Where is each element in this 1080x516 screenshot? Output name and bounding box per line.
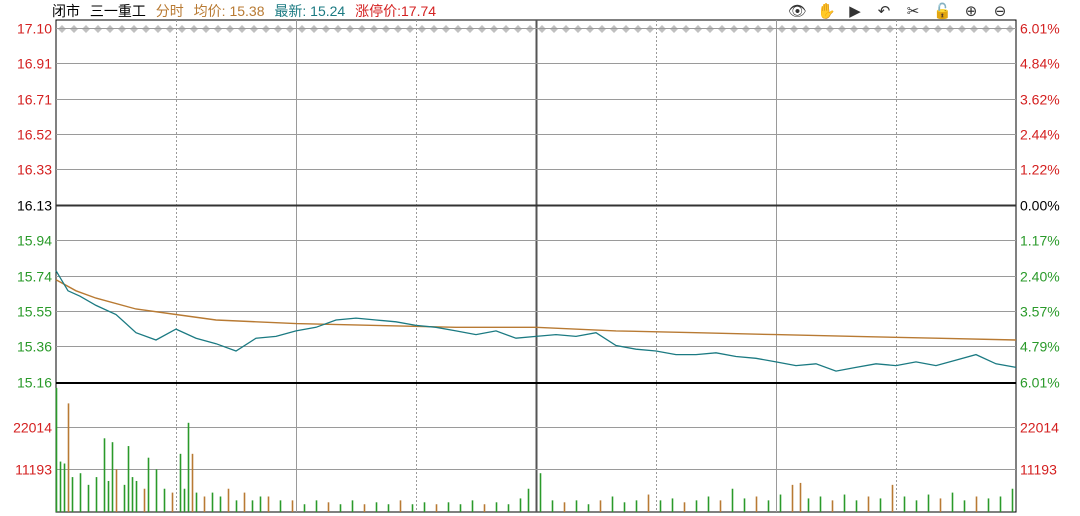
percent-tick-label: 6.01% [1020, 375, 1060, 391]
percent-tick-label: 1.17% [1020, 233, 1060, 249]
limit-up-label: 涨停价:17.74 [355, 3, 437, 19]
chart-grid [55, 19, 1017, 513]
stock-name: 三一重工 [89, 3, 146, 19]
price-tick-label: 16.33 [17, 162, 52, 178]
price-tick-label: 16.52 [17, 127, 52, 143]
volume-tick-label: 22014 [13, 420, 52, 436]
price-tick-label: 17.10 [17, 21, 52, 37]
price-tick-label: 15.16 [17, 375, 52, 391]
price-tick-label: 15.36 [17, 339, 52, 355]
play-icon[interactable]: ▶ [849, 3, 861, 20]
price-tick-label: 15.94 [17, 233, 52, 249]
volume-bars [55, 387, 1014, 512]
price-tick-label: 15.55 [17, 304, 52, 320]
price-tick-label: 15.74 [17, 269, 52, 285]
price-axis-left: 17.10 16.91 16.71 16.52 16.33 16.13 15.94 15.74… [13, 21, 52, 478]
percent-tick-label: 6.01% [1020, 21, 1060, 37]
market-status: 闭市 [52, 3, 80, 19]
percent-axis-right: 6.01% 4.84% 3.62% 2.44% 1.22% 0.00% 1.17% 2.40%… [1020, 21, 1060, 478]
price-tick-label: 16.13 [17, 198, 52, 214]
percent-tick-label: 2.40% [1020, 269, 1060, 285]
latest-price-label: 最新: 15.24 [274, 3, 346, 19]
average-price-line [55, 279, 1017, 341]
percent-tick-label: 1.22% [1020, 162, 1060, 178]
percent-tick-label: 2.44% [1020, 127, 1060, 143]
hand-icon[interactable]: ✋ [817, 3, 836, 20]
chart-mode[interactable]: 分时 [155, 3, 184, 19]
volume-tick-label: 11193 [1020, 462, 1057, 478]
percent-tick-label: 4.84% [1020, 56, 1060, 72]
price-tick-label: 16.71 [17, 92, 52, 108]
lock-icon[interactable]: 🔓 [933, 3, 952, 20]
percent-tick-label: 3.57% [1020, 304, 1060, 320]
volume-tick-label: 22014 [1020, 420, 1059, 436]
chart-header: 闭市 三一重工 分时 均价: 15.38 最新: 15.24 涨停价:17.74 [52, 0, 442, 22]
zoom-out-icon[interactable]: ⊖ [993, 3, 1007, 20]
zoom-in-icon[interactable]: ⊕ [964, 3, 978, 20]
percent-tick-label: 0.00% [1020, 198, 1060, 214]
percent-tick-label: 4.79% [1020, 339, 1060, 355]
scissors-icon[interactable]: ✂ [906, 3, 920, 20]
undo-icon[interactable]: ↶ [877, 3, 891, 20]
volume-tick-label: 11193 [15, 462, 52, 478]
percent-tick-label: 3.62% [1020, 92, 1060, 108]
eye-icon[interactable]: 👁 [788, 3, 808, 20]
average-price-label: 均价: 15.38 [193, 3, 265, 19]
price-line [55, 270, 1017, 372]
price-tick-label: 16.91 [17, 56, 52, 72]
